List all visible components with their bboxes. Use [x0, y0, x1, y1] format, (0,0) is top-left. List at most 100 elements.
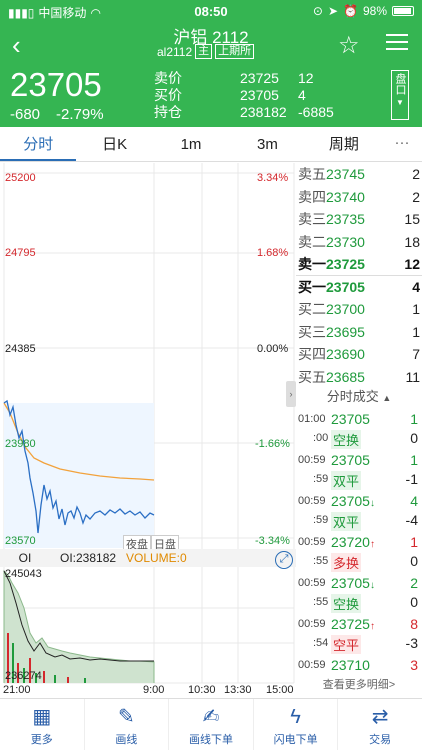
tab-3m[interactable]: 3m: [257, 136, 278, 153]
level-label: 买二: [298, 301, 326, 318]
level-price: 23745: [326, 166, 365, 183]
ask-row-4[interactable]: 卖四 23740 2: [296, 186, 422, 209]
collapse-handle[interactable]: ›: [286, 381, 296, 407]
level-label: 卖四: [298, 188, 326, 205]
trade-row: 00:59:59 23705↓ 双平 4 -4: [296, 492, 422, 532]
oi-indicator-label[interactable]: OI: [18, 551, 32, 565]
level-qty: 18: [404, 233, 420, 250]
wifi-icon: ◠: [90, 5, 101, 20]
open-interest-change: -6885: [298, 104, 334, 120]
arrow-up-icon: ↑: [369, 539, 375, 550]
last-price: 23705: [10, 66, 102, 103]
trade-row: 00:59:55 23705↓ 空换 2 0: [296, 574, 422, 614]
bid-row-1[interactable]: 买一 23705 4: [296, 276, 422, 299]
price-area-highlight: [4, 403, 154, 548]
day-session-tag[interactable]: 日盘: [151, 535, 179, 553]
change-percent: -2.79%: [56, 106, 104, 123]
y-right-mid: 0.00%: [257, 343, 289, 355]
trade-row: 00:59:55 23720↑ 多换 1 0: [296, 533, 422, 573]
fullscreen-icon[interactable]: ⤢: [275, 551, 293, 569]
draw-line-button[interactable]: ✎ 画线: [85, 699, 170, 750]
trade-volume: 4: [410, 493, 418, 509]
level-price: 23740: [326, 188, 365, 205]
more-details-link[interactable]: 查看更多明细>: [322, 679, 396, 691]
trade-row: 00:59:54 23725↑ 空平 8 -3: [296, 615, 422, 655]
tab-period[interactable]: 周期: [328, 136, 359, 153]
trade-oi-change: -1: [405, 471, 418, 487]
back-button[interactable]: ‹: [12, 30, 21, 60]
flash-order-label: 闪电下单: [273, 734, 318, 746]
trade-type: 空换: [331, 430, 362, 449]
ask-row-5[interactable]: 卖五 23745 2: [296, 163, 422, 186]
ask-row-1[interactable]: 卖一 23725 12: [296, 253, 422, 276]
ask-row-2[interactable]: 卖二 23730 18: [296, 231, 422, 254]
trade-oi-change: 0: [410, 594, 418, 610]
lock-rotation-icon: ⊙: [312, 4, 323, 18]
more-button[interactable]: ▦ 更多: [0, 699, 85, 750]
volume-indicator: VOLUME:0: [126, 551, 187, 565]
x-label-1330: 13:30: [224, 684, 252, 696]
flash-order-button[interactable]: ϟ 闪电下单: [254, 699, 339, 750]
quote-values-2: 12 4 -6885: [298, 70, 334, 121]
trades-header[interactable]: 分时成交 ▲: [296, 386, 422, 408]
caret-up-icon: ▲: [382, 393, 392, 403]
level-label: 卖一: [298, 255, 326, 272]
trade-seconds: :00: [313, 432, 329, 444]
x-label-start: 21:00: [3, 684, 31, 696]
trade-price: 23705: [331, 452, 370, 468]
order-book: 卖五 23745 2 卖四 23740 2 卖三 23735 15 卖二 23730 18 卖一…: [296, 163, 422, 388]
x-label-9: 9:00: [143, 684, 165, 696]
indicator-bar: OI OI:238182 VOLUME:0: [0, 549, 296, 567]
draw-order-button[interactable]: ✍ 画线下单: [169, 699, 254, 750]
pankou-button[interactable]: 盘口 ▼: [391, 70, 409, 120]
bid-row-2[interactable]: 买二 23700 1: [296, 298, 422, 321]
trade-time: 00:59: [298, 577, 326, 589]
quote-values: 23725 23705 238182: [240, 70, 287, 121]
trade-type: 空换: [331, 594, 362, 613]
open-interest-label: 持仓: [154, 104, 182, 120]
more-tabs-button[interactable]: ···: [394, 134, 410, 151]
trade-button[interactable]: ⇄ 交易: [338, 699, 422, 750]
level-price: 23695: [326, 323, 365, 340]
tab-intraday[interactable]: 分时: [0, 128, 77, 161]
bid-row-3[interactable]: 买三 23695 1: [296, 321, 422, 344]
bid-label: 买价: [154, 87, 182, 103]
bid-row-5[interactable]: 买五 23685 11: [296, 366, 422, 389]
bid-price: 23705: [240, 87, 279, 103]
trade-oi-change: 0: [410, 430, 418, 446]
level-qty: 1: [412, 301, 420, 318]
level-price: 23725: [326, 255, 365, 272]
level-label: 卖二: [298, 233, 326, 250]
bid-row-4[interactable]: 买四 23690 7: [296, 343, 422, 366]
pen-line-icon: ✍: [202, 706, 220, 728]
y-left-2: 24795: [5, 247, 36, 259]
night-session-tag[interactable]: 夜盘: [123, 535, 151, 553]
y-right-top: 3.34%: [257, 172, 289, 184]
menu-icon[interactable]: [386, 34, 408, 55]
trade-type: 空平: [331, 635, 362, 654]
trade-price-value: 23725: [331, 616, 370, 632]
level-qty: 12: [404, 255, 420, 272]
level-price: 23730: [326, 233, 365, 250]
trade-seconds: :55: [313, 555, 329, 567]
y-left-4: 23980: [5, 438, 36, 450]
quote-header: ▮▮▮▯ 中国移动 ◠ 08:50 ⊙ ➤ ⏰ 98% ‹ 沪铝 2112 al2112 …: [0, 0, 422, 127]
trade-seconds: :59: [313, 473, 329, 485]
ask-row-3[interactable]: 卖三 23735 15: [296, 208, 422, 231]
trade-oi-change: -3: [405, 635, 418, 651]
trade-time: 00:59: [298, 536, 326, 548]
trade-time: 00:59: [298, 659, 326, 671]
tab-1m[interactable]: 1m: [180, 136, 202, 153]
favorite-star-icon[interactable]: ☆: [338, 32, 360, 59]
intraday-chart[interactable]: 25200 24795 24385 23980 23570 3.34% 1.68…: [0, 163, 296, 698]
trade-price: 23705: [331, 411, 370, 427]
draw-line-label: 画线: [115, 734, 138, 746]
level-label: 买五: [298, 368, 326, 385]
trade-time: 01:00: [298, 413, 326, 425]
x-label-end: 15:00: [266, 684, 294, 696]
grid-icon: ▦: [32, 706, 52, 728]
tab-daily-k[interactable]: 日K: [102, 136, 128, 153]
oi-max: 245043: [5, 568, 42, 580]
level-qty: 11: [405, 368, 420, 385]
trade-volume: 1: [410, 534, 418, 550]
